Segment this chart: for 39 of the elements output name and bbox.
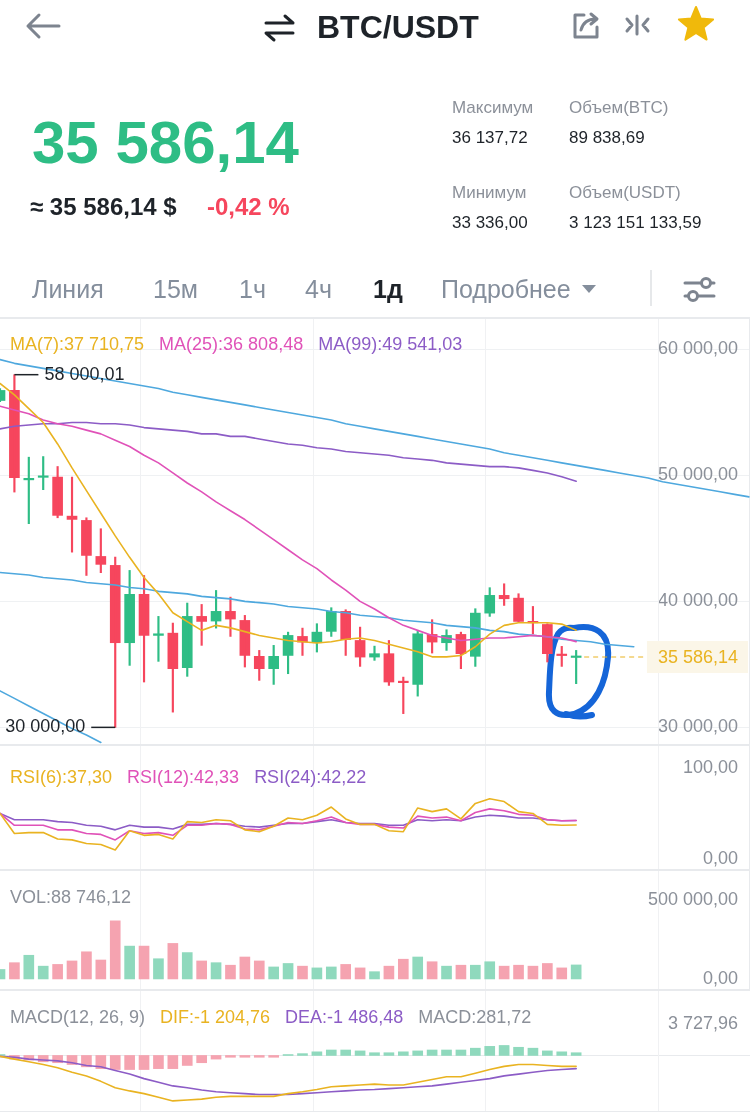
text: VOL:88 746,12	[10, 887, 132, 907]
text: RSI(12):42,33	[127, 767, 240, 787]
text: MACD:281,72	[418, 1007, 532, 1027]
y-tick-label: 500 000,00	[647, 888, 738, 909]
text: MA(25):36 808,48	[159, 334, 304, 354]
text: 89 838,69	[569, 127, 645, 149]
text: Линия	[32, 274, 104, 304]
y-tick-label: 60 000,00	[657, 338, 738, 359]
text: Максимум	[452, 97, 534, 119]
text: DEA:-1 486,48	[285, 1007, 404, 1027]
text: RSI(24):42,22	[254, 767, 367, 787]
y-tick-label: 40 000,00	[657, 590, 738, 611]
text: 3 727,96	[667, 1013, 738, 1033]
text: 4ч	[305, 274, 332, 304]
y-tick-label: 0,00	[702, 848, 738, 869]
text: Минимум	[452, 182, 527, 204]
text: MA(99):49 541,03	[318, 334, 463, 354]
text: BTC/USDT	[317, 8, 479, 46]
y-tick-label: 0,00	[702, 967, 738, 988]
y-tick-label: 30 000,00	[657, 716, 738, 737]
text: 33 336,00	[452, 212, 528, 234]
ref-line-label: 35 586,14	[657, 646, 738, 667]
text: ≈ 35 586,14 $	[30, 192, 177, 222]
y-tick-label: 100,00	[682, 756, 738, 777]
text: Объем(USDT)	[569, 182, 681, 204]
series-label: RSI(6):37,30	[10, 767, 113, 787]
chart-title: MACD(12, 26, 9)	[10, 1007, 146, 1027]
y-tick-label: 50 000,00	[657, 464, 738, 485]
text: 35 586,14	[32, 108, 299, 178]
text: 1д	[373, 274, 403, 304]
text: Объем(BTC)	[569, 97, 669, 119]
text: 36 137,72	[452, 127, 528, 149]
series-label: MA(7):37 710,75	[10, 334, 145, 354]
text: DIF:-1 204,76	[160, 1007, 271, 1027]
text: -0,42 %	[207, 192, 290, 222]
text: 1ч	[239, 274, 266, 304]
text: 3 123 151 133,59	[569, 212, 702, 234]
text: 15м	[153, 274, 198, 304]
text: Подробнее	[441, 274, 571, 304]
